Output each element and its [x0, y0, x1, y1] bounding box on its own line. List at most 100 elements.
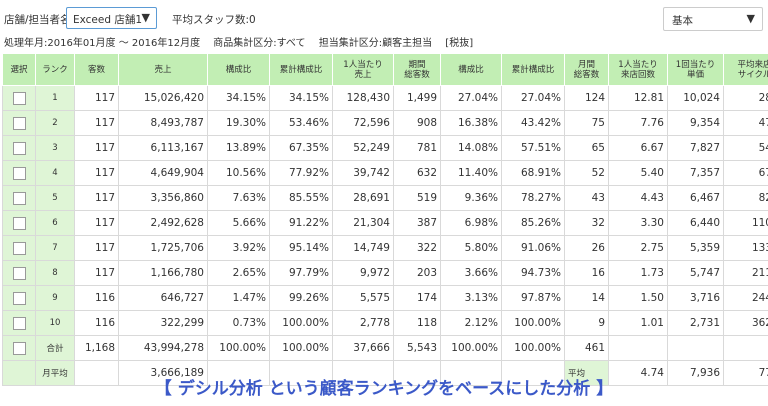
table-cell: 16	[564, 260, 609, 286]
table-cell: 9,354	[667, 110, 724, 136]
total-label: 合計	[35, 335, 75, 361]
table-row: 2 117 8,493,787 19.30% 53.46% 72,596 908 16.38%…	[2, 110, 768, 136]
table-cell: 14.08%	[440, 135, 502, 161]
table-cell: 117	[74, 160, 119, 186]
table-cell: 124	[564, 85, 609, 111]
view-select[interactable]: 基本 ▼	[663, 7, 763, 31]
store-label: 店舗/担当者名	[4, 14, 71, 26]
table-cell: 6,440	[667, 210, 724, 236]
row-checkbox[interactable]	[12, 191, 26, 205]
table-cell: 117	[74, 235, 119, 261]
table-cell: 6,113,167	[118, 135, 208, 161]
row-checkbox[interactable]	[12, 266, 26, 280]
table-cell: 387	[393, 210, 441, 236]
table-cell: 13.89%	[207, 135, 270, 161]
decile-table: 選択 ランク 客数 売上 構成比 累計構成比 1人当たり 売上 期間 総客数 構成比 累計構成比 月間総…	[2, 53, 768, 386]
select-cell	[2, 85, 36, 111]
table-cell: 11.40%	[440, 160, 502, 186]
empty-cell	[74, 360, 119, 386]
column-header[interactable]: 構成比	[440, 53, 502, 86]
table-cell: 28,691	[332, 185, 394, 211]
row-checkbox[interactable]	[12, 91, 26, 105]
table-row: 4 117 4,649,904 10.56% 77.92% 39,742 632 11.40%…	[2, 160, 768, 186]
rank-cell: 3	[35, 135, 75, 161]
table-cell: 43.42%	[501, 110, 565, 136]
table-cell: 37,666	[332, 335, 394, 361]
table-cell: 43	[564, 185, 609, 211]
column-header[interactable]: 期間 総客数	[393, 53, 441, 86]
average-cycle: 77.2	[723, 360, 768, 386]
table-row: 9 116 646,727 1.47% 99.26% 5,575 174 3.13% 97.87…	[2, 285, 768, 311]
row-checkbox[interactable]	[12, 216, 26, 230]
column-header[interactable]: 1回当たり 単価	[667, 53, 724, 86]
table-cell: 7,357	[667, 160, 724, 186]
table-cell: 7.63%	[207, 185, 270, 211]
table-cell: 908	[393, 110, 441, 136]
table-cell: 100.00%	[501, 335, 565, 361]
table-cell: 211.5	[723, 260, 768, 286]
row-checkbox[interactable]	[12, 141, 26, 155]
monthly-average-row: 月平均 3,666,189 平均4.747,93677.2	[2, 360, 768, 386]
table-cell: 128,430	[332, 85, 394, 111]
average-unit-price: 7,936	[667, 360, 724, 386]
column-header[interactable]: 1人当たり 売上	[332, 53, 394, 86]
table-cell: 9,972	[332, 260, 394, 286]
table-cell: 27.04%	[440, 85, 502, 111]
table-cell: 2,778	[332, 310, 394, 336]
table-cell: 322,299	[118, 310, 208, 336]
table-cell: 32	[564, 210, 609, 236]
column-header[interactable]: 選択	[2, 53, 36, 86]
select-cell	[2, 210, 36, 236]
table-cell: 52,249	[332, 135, 394, 161]
chevron-down-icon: ▼	[746, 12, 755, 25]
average-visits: 4.74	[608, 360, 668, 386]
select-cell	[2, 110, 36, 136]
table-cell: 4,649,904	[118, 160, 208, 186]
store-select-value: Exceed 店舗1	[73, 14, 143, 26]
row-checkbox[interactable]	[12, 316, 26, 330]
table-cell: 5,575	[332, 285, 394, 311]
column-header[interactable]: 平均来店 サイクル	[723, 53, 768, 86]
column-header[interactable]: 売上	[118, 53, 208, 86]
table-cell: 632	[393, 160, 441, 186]
table-cell: 27.04%	[501, 85, 565, 111]
table-cell: 2,731	[667, 310, 724, 336]
table-row: 1 117 15,026,420 34.15% 34.15% 128,430 1,499 27…	[2, 85, 768, 111]
rank-cell: 10	[35, 310, 75, 336]
table-cell: 3.30	[608, 210, 668, 236]
row-checkbox[interactable]	[12, 341, 26, 355]
table-cell: 1.01	[608, 310, 668, 336]
average-label: 平均	[564, 360, 609, 386]
table-cell: 14,749	[332, 235, 394, 261]
row-checkbox[interactable]	[12, 291, 26, 305]
table-cell: 100.00%	[269, 310, 333, 336]
column-header[interactable]: 月間 総客数	[564, 53, 609, 86]
staff-category-text: 担当集計区分:顧客主担当	[318, 38, 433, 49]
table-cell: 461	[564, 335, 609, 361]
row-checkbox[interactable]	[12, 241, 26, 255]
tax-text: [税抜]	[445, 38, 474, 49]
table-cell	[667, 335, 724, 361]
column-header[interactable]: 累計構成比	[269, 53, 333, 86]
column-header[interactable]: 構成比	[207, 53, 270, 86]
column-header[interactable]: 1人当たり 来店回数	[608, 53, 668, 86]
column-header[interactable]: 累計構成比	[501, 53, 565, 86]
table-cell: 65	[564, 135, 609, 161]
table-cell: 116	[74, 310, 119, 336]
caption: 【 デシル分析 という顧客ランキングをベースにした分析 】	[154, 379, 614, 399]
table-cell: 174	[393, 285, 441, 311]
column-header[interactable]: 客数	[74, 53, 119, 86]
rank-cell: 8	[35, 260, 75, 286]
row-checkbox[interactable]	[12, 166, 26, 180]
table-cell: 34.15%	[269, 85, 333, 111]
row-checkbox[interactable]	[12, 116, 26, 130]
rank-cell: 7	[35, 235, 75, 261]
table-cell: 781	[393, 135, 441, 161]
table-cell: 3.92%	[207, 235, 270, 261]
table-cell: 1.47%	[207, 285, 270, 311]
table-cell: 95.14%	[269, 235, 333, 261]
store-select[interactable]: Exceed 店舗1 ▼	[66, 7, 157, 29]
table-cell	[608, 335, 668, 361]
column-header[interactable]: ランク	[35, 53, 75, 86]
select-cell	[2, 260, 36, 286]
